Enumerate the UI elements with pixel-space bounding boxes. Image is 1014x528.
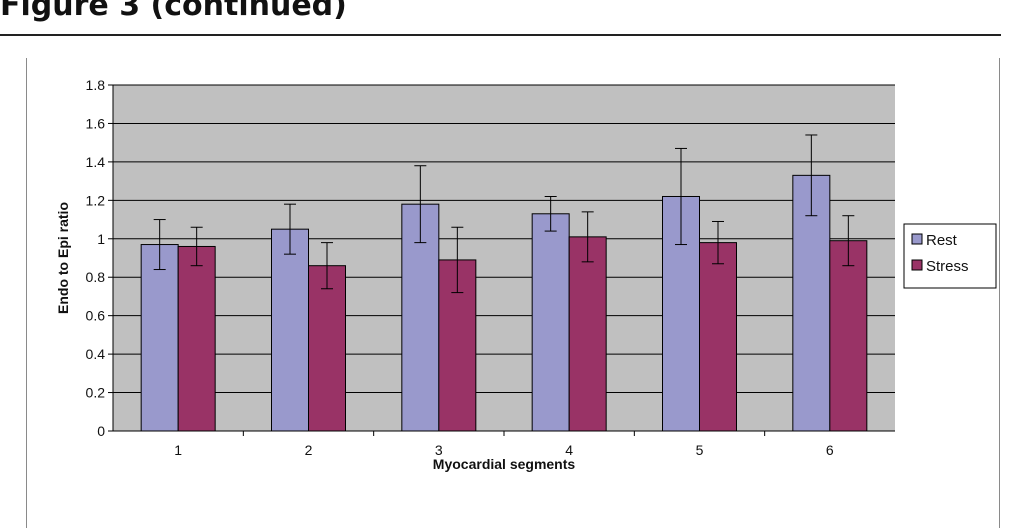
bar-stress-2	[308, 265, 346, 432]
bar-stress-4	[568, 236, 607, 432]
bar-rest-2	[271, 228, 309, 432]
plot-area	[113, 85, 895, 431]
x-tick-label: 1	[174, 442, 182, 458]
error-bar-rest-3	[414, 165, 427, 244]
bar-stress-1	[177, 245, 216, 432]
bar-rest-6	[792, 174, 831, 432]
x-tick-label: 5	[696, 442, 704, 458]
error-bar-stress-6	[842, 215, 855, 267]
x-tick-label: 6	[826, 442, 834, 458]
y-tick-label: 0.6	[86, 308, 106, 324]
legend-label-rest: Rest	[926, 232, 958, 249]
bar-stress-5	[699, 242, 737, 432]
bar-stress-6	[829, 240, 868, 432]
y-tick-label: 1.8	[86, 77, 106, 93]
y-tick-label: 1.6	[86, 115, 106, 131]
error-bar-rest-5	[675, 147, 687, 246]
legend-swatch-rest	[911, 233, 923, 245]
x-tick-label: 4	[565, 442, 573, 458]
bar-rest-4	[531, 213, 570, 432]
header-rule	[0, 34, 1001, 36]
bars	[140, 174, 868, 432]
error-bar-stress-1	[190, 226, 203, 267]
legend-label-stress: Stress	[926, 258, 969, 275]
x-tick-label: 2	[305, 442, 313, 458]
error-bar-rest-1	[153, 219, 166, 271]
error-bar-rest-2	[284, 203, 296, 255]
error-bar-stress-3	[451, 226, 464, 294]
y-axis-title: Endo to Epi ratio	[55, 202, 71, 314]
x-axis-title: Myocardial segments	[433, 456, 576, 472]
y-tick-label: 0.2	[86, 385, 106, 401]
legend: Rest Stress	[903, 223, 997, 289]
error-bar-stress-4	[581, 211, 594, 263]
y-tick-label: 1.2	[86, 192, 106, 208]
axes	[112, 85, 895, 436]
chart-frame	[26, 58, 1000, 528]
legend-swatch-stress	[911, 259, 923, 271]
gridlines	[108, 84, 895, 432]
y-tick-label: 1	[97, 231, 105, 247]
x-tick-label: 3	[435, 442, 443, 458]
error-bar-rest-6	[805, 134, 818, 217]
y-tick-label: 0	[97, 423, 105, 439]
error-bar-rest-4	[544, 195, 557, 232]
figure-header: Figure 3 (continued)	[0, 0, 347, 23]
error-bar-stress-2	[321, 242, 333, 290]
error-bar-stress-5	[712, 220, 724, 265]
y-tick-label: 0.8	[86, 269, 106, 285]
x-tick-labels: 1 2 3 4 5 6	[174, 442, 834, 458]
y-tick-label: 0.4	[86, 346, 106, 362]
error-bars	[153, 134, 855, 294]
y-tick-labels: 0 0.2 0.4 0.6 0.8 1 1.2 1.4 1.6 1.8	[86, 77, 106, 439]
bar-rest-1	[140, 244, 179, 432]
y-tick-label: 1.4	[86, 154, 106, 170]
